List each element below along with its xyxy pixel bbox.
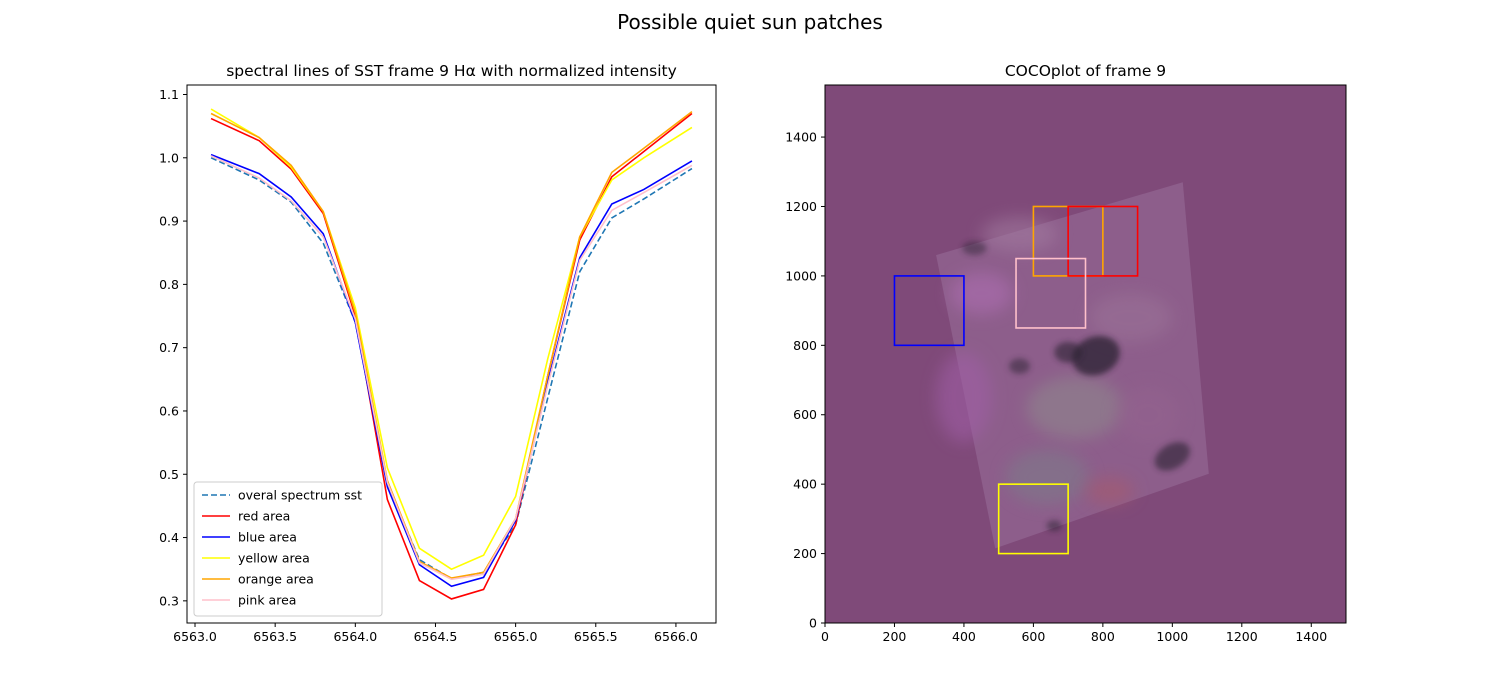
solar-image-patch bbox=[936, 182, 1209, 549]
sunspot bbox=[1046, 520, 1062, 532]
left-chart-title: spectral lines of SST frame 9 Hα with no… bbox=[226, 62, 677, 80]
legend: overal spectrum sst red area blue area yell… bbox=[193, 481, 383, 617]
area-rectangles bbox=[893, 205, 1139, 555]
legend-label-4: orange area bbox=[238, 572, 314, 587]
y-tick-label: 1.0 bbox=[159, 150, 179, 165]
solar-texture bbox=[936, 352, 992, 443]
area-rectangle-4 bbox=[997, 483, 1069, 555]
y-tick-label: 0 bbox=[809, 616, 817, 631]
right-chart-title: COCOplot of frame 9 bbox=[1005, 62, 1166, 80]
x-tick-label: 6564.5 bbox=[414, 629, 458, 644]
sunspot bbox=[1072, 335, 1120, 376]
y-tick-label: 0.5 bbox=[159, 467, 179, 482]
y-tick-label: 0.7 bbox=[159, 340, 179, 355]
x-tick-label: 6565.0 bbox=[494, 629, 538, 644]
solar-texture bbox=[1116, 386, 1180, 443]
cocoplot-chart: COCOplot of frame 9 0 200 400 600 800 1000 120… bbox=[785, 62, 1347, 644]
y-tick-label: 0.4 bbox=[159, 530, 179, 545]
y-tick-label: 1400 bbox=[785, 130, 817, 145]
spectral-lines-chart: spectral lines of SST frame 9 Hα with no… bbox=[159, 62, 717, 644]
cocoplot-image bbox=[936, 182, 1209, 549]
x-tick-label: 200 bbox=[883, 629, 907, 644]
x-tick-label: 600 bbox=[1021, 629, 1045, 644]
solar-texture bbox=[1026, 376, 1124, 440]
x-tick-label: 6563.0 bbox=[173, 629, 217, 644]
sunspot bbox=[1154, 442, 1190, 471]
y-tick-label: 0.6 bbox=[159, 403, 179, 418]
legend-label-2: blue area bbox=[238, 530, 297, 545]
right-y-axis: 0 200 400 600 800 1000 1200 1400 bbox=[785, 130, 825, 631]
y-tick-label: 600 bbox=[793, 407, 817, 422]
right-axes-frame bbox=[824, 84, 1347, 624]
y-tick-label: 0.3 bbox=[159, 593, 179, 608]
solar-texture bbox=[950, 272, 1013, 315]
right-x-axis: 0 200 400 600 800 1000 1200 1400 bbox=[821, 623, 1327, 644]
series-line-5 bbox=[210, 155, 693, 581]
legend-box bbox=[193, 481, 383, 617]
left-y-axis: 0.3 0.4 0.5 0.6 0.7 0.8 0.9 1.0 1.1 bbox=[159, 87, 187, 608]
y-tick-label: 1200 bbox=[785, 199, 817, 214]
legend-label-0: overal spectrum sst bbox=[238, 488, 362, 503]
area-rectangle-3 bbox=[1015, 257, 1087, 329]
legend-label-3: yellow area bbox=[238, 551, 310, 566]
series-line-4 bbox=[210, 110, 693, 579]
y-tick-label: 200 bbox=[793, 546, 817, 561]
sunspot bbox=[1009, 358, 1030, 374]
x-tick-label: 6563.5 bbox=[253, 629, 297, 644]
series-line-2 bbox=[210, 153, 693, 588]
x-tick-label: 6566.0 bbox=[654, 629, 698, 644]
area-rectangle-0 bbox=[893, 275, 965, 347]
x-tick-label: 6565.5 bbox=[574, 629, 618, 644]
x-tick-label: 800 bbox=[1091, 629, 1115, 644]
x-tick-label: 1200 bbox=[1226, 629, 1258, 644]
x-tick-label: 1000 bbox=[1156, 629, 1188, 644]
y-tick-label: 800 bbox=[793, 338, 817, 353]
solar-texture bbox=[1088, 293, 1173, 342]
legend-label-5: pink area bbox=[238, 593, 296, 608]
x-tick-label: 6564.0 bbox=[333, 629, 377, 644]
x-tick-label: 0 bbox=[821, 629, 829, 644]
solar-texture bbox=[1005, 449, 1089, 505]
sunspot bbox=[1054, 341, 1083, 363]
figure-suptitle: Possible quiet sun patches bbox=[617, 10, 883, 34]
left-axes-frame bbox=[186, 84, 717, 624]
y-tick-label: 0.9 bbox=[159, 214, 179, 229]
legend-label-1: red area bbox=[238, 509, 290, 524]
area-rectangle-2 bbox=[1067, 205, 1139, 277]
x-tick-label: 1400 bbox=[1295, 629, 1327, 644]
left-x-axis: 6563.0 6563.5 6564.0 6564.5 6565.0 6565.5 6566… bbox=[173, 623, 698, 644]
left-series-lines bbox=[210, 108, 693, 600]
solar-texture bbox=[981, 216, 1058, 252]
sunspot bbox=[962, 241, 987, 256]
y-tick-label: 1000 bbox=[785, 268, 817, 283]
y-tick-label: 1.1 bbox=[159, 87, 179, 102]
x-tick-label: 400 bbox=[952, 629, 976, 644]
solar-texture bbox=[1085, 477, 1135, 505]
y-tick-label: 0.8 bbox=[159, 277, 179, 292]
y-tick-label: 400 bbox=[793, 477, 817, 492]
